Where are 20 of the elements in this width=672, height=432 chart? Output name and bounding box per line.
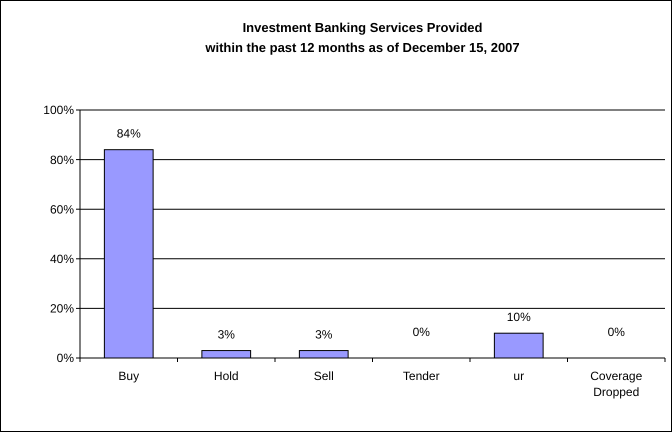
data-label: 10% (506, 310, 532, 324)
y-tick-label: 60% (50, 202, 74, 216)
data-label: 3% (218, 328, 236, 342)
x-tick-label: ur (513, 369, 524, 383)
y-tick-label: 0% (56, 351, 74, 366)
x-tick-label: Coverage Dropped (590, 369, 643, 399)
y-tick-label: 80% (50, 152, 74, 167)
x-tick-label: Buy (118, 369, 140, 383)
x-tick-label: Tender (402, 369, 440, 383)
y-tick-label: 40% (50, 252, 74, 266)
y-tick-label: 100% (43, 103, 74, 118)
data-label: 3% (315, 328, 333, 342)
x-tick-label: Sell (314, 369, 334, 383)
bar (494, 332, 544, 358)
data-label: 0% (608, 325, 626, 339)
y-tick-label: 20% (50, 302, 74, 316)
data-label: 0% (412, 325, 430, 339)
x-tick-label: Hold (214, 369, 239, 383)
data-label: 84% (116, 126, 142, 141)
chart-title: Investment Banking Services Provided within the past 12 months as of December 15, 2007 (204, 20, 520, 55)
